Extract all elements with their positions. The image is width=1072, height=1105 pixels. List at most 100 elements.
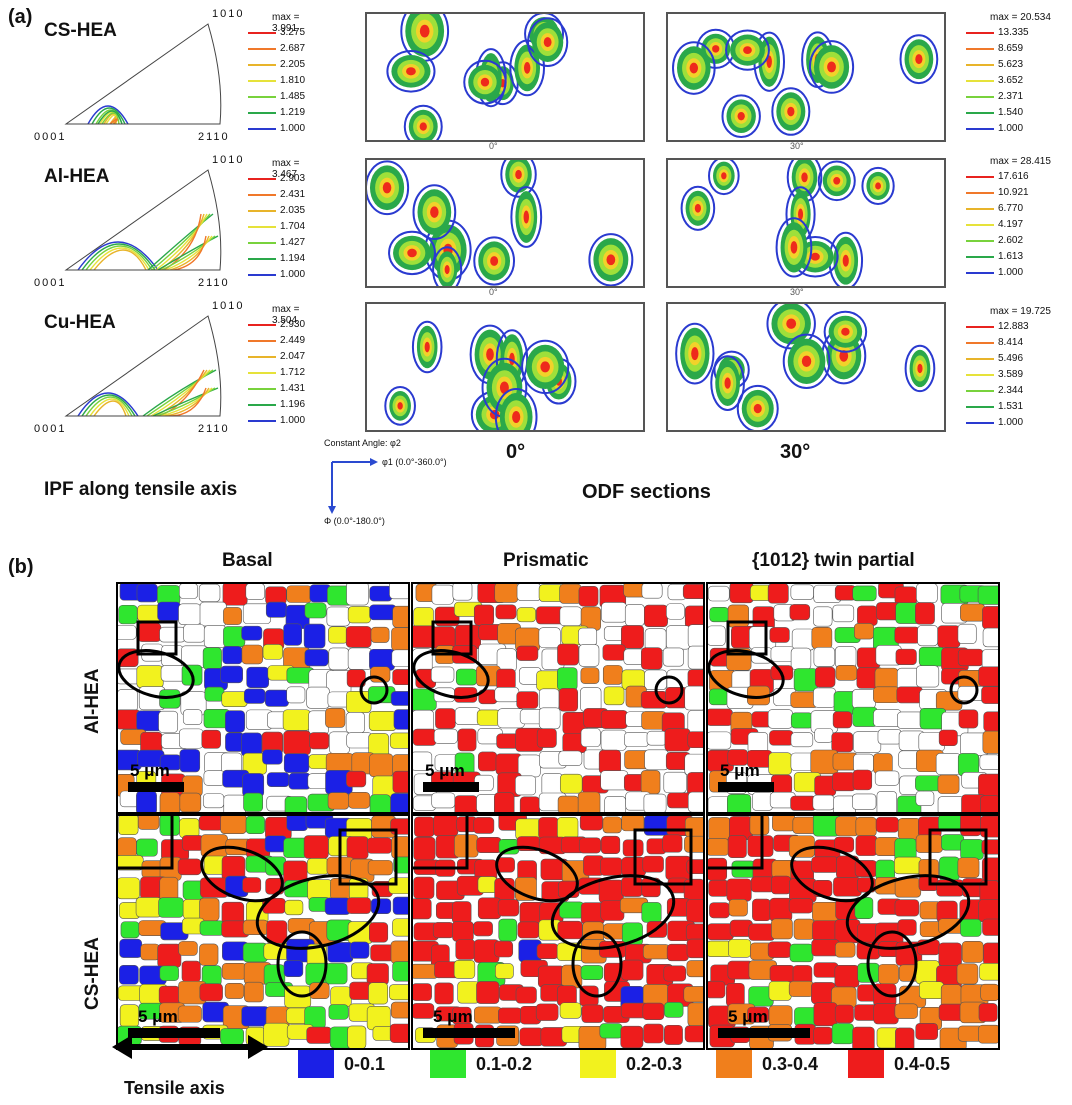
legend-line <box>966 208 994 210</box>
legend-line <box>966 358 994 360</box>
odf-tick-label: 30° <box>790 141 804 151</box>
legend-swatch-label: 0.4-0.5 <box>894 1054 951 1074</box>
panel-b-label: (b) <box>8 556 34 578</box>
odf-legend-value: 3.652 <box>998 75 1024 86</box>
scale-bar-label: 5 μm <box>728 1007 768 1026</box>
odf-legend-value: 1.000 <box>998 123 1024 134</box>
ipf-legend-row: 2.449 <box>248 334 328 348</box>
column-head-basal: Basal <box>222 550 273 571</box>
grain-map: 5 μm <box>118 816 408 1048</box>
odf-legend-row: 5.623 <box>966 58 1066 72</box>
ipf-legend-value: 1.810 <box>280 75 306 86</box>
ipf-legend-value: 2.930 <box>280 319 306 330</box>
ipf-title: IPF along tensile axis <box>44 479 238 500</box>
row-head-cs-hea: CS-HEA <box>82 937 103 1010</box>
legend-line <box>248 340 276 342</box>
ipf-material-name: CS-HEA <box>44 20 117 41</box>
legend-line <box>966 192 994 194</box>
odf-legend-value: 1.540 <box>998 107 1024 118</box>
ipf-legend: max = 3.467 2.903 2.431 2.035 1.704 1.427 1.19… <box>248 158 318 288</box>
ipf-label-1010: 1010 <box>212 154 245 166</box>
ipf-legend-value: 1.485 <box>280 91 306 102</box>
panel-a-label: (a) <box>8 6 33 28</box>
ipf-legend-row: 2.687 <box>248 42 328 56</box>
ipf-legend-value: 2.431 <box>280 189 306 200</box>
schmid-factor-map: 5 μm <box>411 814 705 1050</box>
column-head-prismatic: Prismatic <box>503 550 589 571</box>
legend-line <box>966 96 994 98</box>
odf-section-plot <box>666 158 946 288</box>
legend-line <box>966 48 994 50</box>
ipf-legend-max: max = 3.467 <box>272 158 300 180</box>
ipf-block: Cu-HEA 1010 0001 2110 max = 3.504 2.930 2.449 2… <box>0 300 320 440</box>
ipf-legend-value: 1.704 <box>280 221 306 232</box>
odf-contours <box>680 160 895 286</box>
legend-line <box>248 226 276 228</box>
ipf-legend-max: max = 3.991 <box>272 12 300 34</box>
ipf-legend-value: 2.903 <box>280 173 306 184</box>
odf-contours <box>367 160 634 286</box>
ipf-legend-row: 1.431 <box>248 382 328 396</box>
ipf-label-1010: 1010 <box>212 300 245 312</box>
legend-line <box>966 112 994 114</box>
ipf-legend-row: 1.427 <box>248 236 328 250</box>
odf-contours <box>672 28 939 139</box>
legend-line <box>248 210 276 212</box>
scale-bar-label: 5 μm <box>433 1007 473 1026</box>
ipf-legend-value: 1.000 <box>280 123 306 134</box>
odf-legend-row: 1.613 <box>966 250 1066 264</box>
ipf-label-0001: 0001 <box>34 423 67 435</box>
odf-axes-note: Constant Angle: φ2 φ1 (0.0°-360.0°) Φ (0… <box>322 438 482 528</box>
legend-line <box>966 240 994 242</box>
ipf-legend-value: 1.000 <box>280 415 306 426</box>
odf-legend-value: 12.883 <box>998 321 1029 332</box>
legend-line <box>248 194 276 196</box>
schmid-factor-map: 5 μm <box>116 814 410 1050</box>
ipf-legend-row: 2.930 <box>248 318 328 332</box>
legend-line <box>248 324 276 326</box>
ipf-legend-row: 1.000 <box>248 122 328 136</box>
odf-legend: max = 20.534 13.335 8.659 5.623 3.652 2.371 1.… <box>966 12 1066 142</box>
ipf-legend-value: 1.196 <box>280 399 306 410</box>
odf-legend-row: 1.000 <box>966 266 1066 280</box>
legend-line <box>248 388 276 390</box>
row-head-al-hea: Al-HEA <box>82 668 103 734</box>
tensile-axis-arrow <box>112 1035 268 1059</box>
legend-line <box>966 342 994 344</box>
odf-legend-value: 2.344 <box>998 385 1024 396</box>
grain-map: 5 μm <box>413 816 703 1048</box>
ipf-legend-value: 1.427 <box>280 237 306 248</box>
legend-swatch <box>716 1050 752 1078</box>
odf-legend-value: 1.613 <box>998 251 1024 262</box>
odf-legend-value: 4.197 <box>998 219 1024 230</box>
odf-legend-row: 1.540 <box>966 106 1066 120</box>
ipf-legend-row: 1.196 <box>248 398 328 412</box>
ipf-label-2110: 2110 <box>198 131 230 143</box>
ipf-caption: IPF along tensile axis <box>44 479 237 501</box>
ipf-legend-max: max = 3.504 <box>272 304 300 326</box>
ipf-legend-value: 1.219 <box>280 107 306 118</box>
legend-swatch-label: 0.2-0.3 <box>626 1054 683 1074</box>
ipf-legend-row: 1.000 <box>248 414 328 428</box>
legend-line <box>248 32 276 34</box>
ipf-legend-value: 1.000 <box>280 269 306 280</box>
odf-legend-row: 8.414 <box>966 336 1066 350</box>
odf-legend-row: 4.197 <box>966 218 1066 232</box>
odf-legend-value: 10.921 <box>998 187 1029 198</box>
ipf-legend-value: 2.449 <box>280 335 306 346</box>
ipf-legend-value: 2.687 <box>280 43 306 54</box>
legend-line <box>966 272 994 274</box>
legend-line <box>966 374 994 376</box>
ipf-triangle <box>64 169 222 271</box>
odf-tick-label: 0° <box>489 287 498 297</box>
odf-legend-row: 10.921 <box>966 186 1066 200</box>
ipf-legend-row: 1.219 <box>248 106 328 120</box>
ipf-legend-value: 1.712 <box>280 367 306 378</box>
ipf-triangle <box>64 315 222 417</box>
ipf-label-2110: 2110 <box>198 423 230 435</box>
odf-legend: max = 19.725 12.883 8.414 5.496 3.589 2.344 1.… <box>966 306 1066 436</box>
phi1-label: φ1 (0.0°-360.0°) <box>382 457 447 467</box>
odf-legend-max: max = 20.534 <box>990 12 1051 23</box>
ipf-material-name: Cu-HEA <box>44 312 116 333</box>
ipf-legend-row: 1.194 <box>248 252 328 266</box>
